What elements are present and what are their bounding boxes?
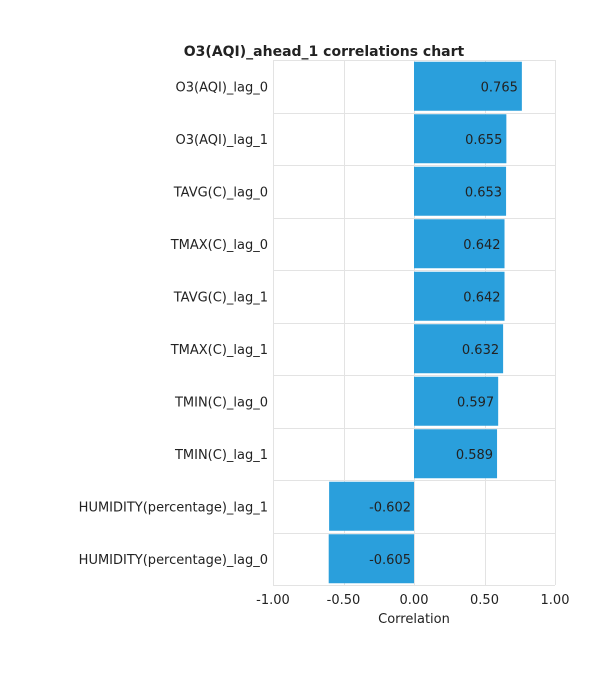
category-label-5: TMAX(C)_lag_1 <box>170 343 268 358</box>
bar-1 <box>414 114 507 164</box>
x-tick-label-0: -1.00 <box>256 593 290 608</box>
category-label-4: TAVG(C)_lag_1 <box>173 290 268 305</box>
data-label-7: 0.589 <box>456 448 493 463</box>
bar-7 <box>414 429 498 479</box>
x-tick-label-1: -0.50 <box>327 593 361 608</box>
bar-6 <box>414 376 499 426</box>
bar-3 <box>414 219 505 269</box>
bar-0 <box>414 61 522 111</box>
chart-title: O3(AQI)_ahead_1 correlations chart <box>184 44 465 60</box>
bars: 0.765 0.655 0.653 0.642 0.642 0.632 0.597 0.589… <box>328 61 522 584</box>
category-label-3: TMAX(C)_lag_0 <box>170 238 268 253</box>
data-label-5: 0.632 <box>462 343 499 358</box>
bar-4 <box>414 271 505 321</box>
bar-9 <box>328 534 414 584</box>
category-label-1: O3(AQI)_lag_1 <box>176 133 268 148</box>
x-tick-label-3: 0.50 <box>470 593 499 608</box>
x-tick-label-4: 1.00 <box>541 593 570 608</box>
x-tick-labels: -1.00 -0.50 0.00 0.50 1.00 <box>256 593 569 608</box>
category-label-9: HUMIDITY(percentage)_lag_0 <box>79 553 268 568</box>
data-label-3: 0.642 <box>463 238 500 253</box>
data-label-2: 0.653 <box>465 185 502 200</box>
bar-5 <box>414 324 504 374</box>
category-label-8: HUMIDITY(percentage)_lag_1 <box>79 500 268 515</box>
data-label-1: 0.655 <box>465 133 502 148</box>
category-label-7: TMIN(C)_lag_1 <box>174 448 268 463</box>
data-label-0: 0.765 <box>481 80 518 95</box>
data-label-9: -0.605 <box>369 553 411 568</box>
category-labels: O3(AQI)_lag_0 O3(AQI)_lag_1 TAVG(C)_lag_0 T… <box>79 80 268 568</box>
data-label-6: 0.597 <box>457 395 494 410</box>
bar-2 <box>414 166 507 216</box>
data-label-4: 0.642 <box>463 290 500 305</box>
category-label-6: TMIN(C)_lag_0 <box>174 395 268 410</box>
x-axis-label: Correlation <box>378 612 450 627</box>
category-label-0: O3(AQI)_lag_0 <box>176 80 268 95</box>
bar-8 <box>329 481 414 531</box>
data-label-8: -0.602 <box>369 500 411 515</box>
x-tick-label-2: 0.00 <box>400 593 429 608</box>
category-label-2: TAVG(C)_lag_0 <box>173 185 268 200</box>
